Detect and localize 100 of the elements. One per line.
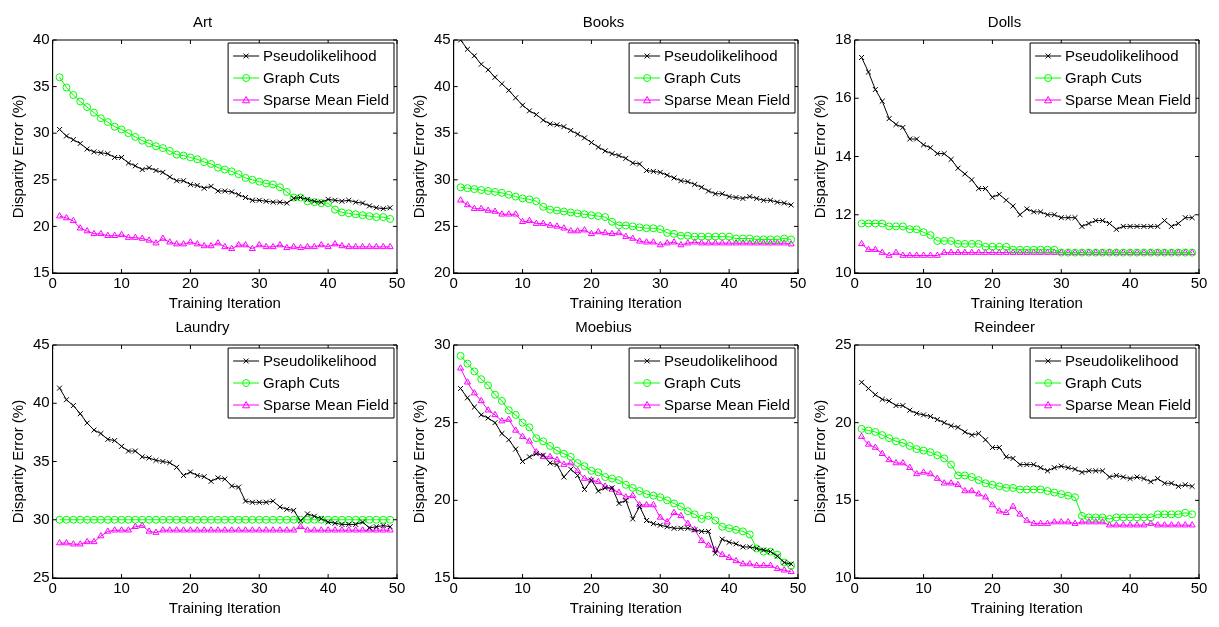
x-tick-label: 50 [388, 274, 406, 292]
y-tick-label: 25 [434, 216, 451, 234]
y-axis-title: Disparity Error (%) [9, 399, 27, 524]
x-axis-title: Training Iteration [970, 294, 1083, 312]
x-tick-label: 0 [449, 274, 458, 292]
y-tick-label: 35 [434, 123, 451, 141]
y-tick-label: 30 [434, 335, 451, 353]
y-tick-label: 10 [835, 568, 852, 586]
y-tick-label: 35 [33, 76, 50, 94]
y-tick-label: 20 [434, 263, 451, 281]
x-tick-label: 40 [1121, 274, 1139, 292]
y-tick-label: 20 [434, 490, 451, 508]
y-tick-label: 15 [33, 263, 50, 281]
x-tick-label: 0 [449, 579, 458, 597]
x-axis-title: Training Iteration [569, 294, 682, 312]
y-tick-label: 45 [434, 30, 451, 48]
legend-label: Pseudolikelihood [263, 352, 377, 370]
y-tick-label: 30 [33, 123, 50, 141]
y-tick-label: 14 [835, 146, 852, 164]
chart-title: Laundry [175, 318, 231, 336]
x-tick-label: 10 [915, 579, 932, 597]
y-tick-label: 40 [434, 76, 451, 94]
legend-label: Sparse Mean Field [263, 91, 390, 109]
chart-title: Art [192, 13, 213, 31]
legend-label: Graph Cuts [664, 374, 741, 392]
y-tick-label: 12 [835, 204, 852, 222]
x-axis-title: Training Iteration [168, 599, 281, 617]
x-tick-label: 40 [319, 579, 337, 597]
x-tick-label: 30 [651, 579, 669, 597]
y-tick-label: 10 [835, 263, 852, 281]
y-axis-title: Disparity Error (%) [410, 94, 428, 219]
y-tick-label: 15 [434, 568, 451, 586]
y-tick-label: 25 [33, 568, 50, 586]
x-tick-label: 10 [514, 579, 531, 597]
legend-label: Pseudolikelihood [1065, 47, 1179, 65]
y-tick-label: 18 [835, 30, 852, 48]
x-tick-label: 40 [319, 274, 337, 292]
y-tick-label: 25 [434, 412, 451, 430]
x-tick-label: 30 [651, 274, 669, 292]
x-axis-title: Training Iteration [970, 599, 1083, 617]
chart-title: Moebius [575, 318, 632, 336]
x-tick-label: 0 [48, 579, 57, 597]
x-tick-label: 20 [182, 274, 199, 292]
x-tick-label: 0 [850, 274, 859, 292]
y-tick-label: 45 [33, 335, 50, 353]
legend-label: Pseudolikelihood [263, 47, 377, 65]
legend-label: Sparse Mean Field [664, 91, 791, 109]
x-tick-label: 50 [1190, 274, 1208, 292]
legend-label: Graph Cuts [1065, 69, 1142, 87]
legend-label: Sparse Mean Field [1065, 91, 1192, 109]
legend-label: Sparse Mean Field [263, 396, 390, 414]
x-tick-label: 10 [113, 274, 130, 292]
x-tick-label: 10 [514, 274, 531, 292]
x-tick-label: 50 [1190, 579, 1208, 597]
y-tick-label: 20 [835, 412, 852, 430]
legend-label: Pseudolikelihood [1065, 352, 1179, 370]
x-tick-label: 30 [1052, 274, 1070, 292]
x-tick-label: 40 [720, 579, 738, 597]
chart-title: Reindeer [974, 318, 1035, 336]
x-axis-title: Training Iteration [168, 294, 281, 312]
chart-title: Books [582, 13, 625, 31]
y-axis-title: Disparity Error (%) [410, 399, 428, 524]
legend-label: Graph Cuts [263, 374, 340, 392]
legend-label: Pseudolikelihood [664, 352, 778, 370]
y-axis-title: Disparity Error (%) [811, 399, 829, 524]
y-tick-label: 25 [33, 169, 50, 187]
legend-label: Graph Cuts [263, 69, 340, 87]
x-tick-label: 20 [984, 274, 1001, 292]
legend-label: Sparse Mean Field [1065, 396, 1192, 414]
legend-label: Pseudolikelihood [664, 47, 778, 65]
x-tick-label: 40 [1121, 579, 1139, 597]
x-tick-label: 30 [1052, 579, 1070, 597]
y-tick-label: 15 [835, 490, 852, 508]
y-tick-label: 20 [33, 216, 50, 234]
y-tick-label: 30 [434, 169, 451, 187]
x-tick-label: 0 [850, 579, 859, 597]
y-tick-label: 40 [33, 393, 50, 411]
x-tick-label: 50 [789, 579, 807, 597]
x-tick-label: 30 [250, 274, 268, 292]
chart-title: Dolls [987, 13, 1022, 31]
x-tick-label: 50 [388, 579, 406, 597]
y-tick-label: 16 [835, 88, 852, 106]
x-tick-label: 20 [583, 274, 600, 292]
x-tick-label: 20 [182, 579, 199, 597]
legend-label: Graph Cuts [664, 69, 741, 87]
y-tick-label: 40 [33, 30, 50, 48]
y-tick-label: 25 [835, 335, 852, 353]
y-tick-label: 35 [33, 451, 50, 469]
x-tick-label: 50 [789, 274, 807, 292]
x-axis-title: Training Iteration [569, 599, 682, 617]
legend-label: Sparse Mean Field [664, 396, 791, 414]
x-tick-label: 20 [984, 579, 1001, 597]
legend-label: Graph Cuts [1065, 374, 1142, 392]
y-axis-title: Disparity Error (%) [811, 94, 829, 219]
x-tick-label: 40 [720, 274, 738, 292]
x-tick-label: 0 [48, 274, 57, 292]
y-tick-label: 30 [33, 509, 50, 527]
x-tick-label: 30 [250, 579, 268, 597]
y-axis-title: Disparity Error (%) [9, 94, 27, 219]
x-tick-label: 10 [113, 579, 130, 597]
